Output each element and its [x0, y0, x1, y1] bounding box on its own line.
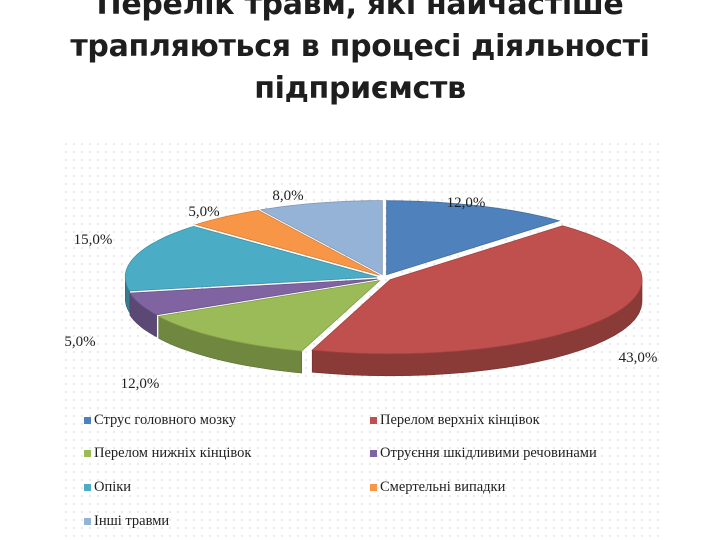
pie-slice-6: [259, 200, 383, 276]
legend-label: Смертельні випадки: [380, 479, 506, 495]
legend-item-lower-limbs: Перелом нижніх кінцівок: [84, 445, 251, 462]
legend-item-poisoning: Отруєння шкідливими речовинами: [370, 445, 597, 462]
legend-swatch: [370, 484, 377, 491]
title-line-2: трапляються в процесі діяльності: [70, 29, 650, 64]
data-label: 5,0%: [64, 334, 95, 350]
legend-label: Опіки: [94, 479, 132, 495]
legend-swatch: [84, 450, 91, 457]
legend-swatch: [84, 518, 91, 525]
data-label: 12,0%: [121, 376, 160, 392]
legend-item-struс: Струс головного мозку: [84, 412, 236, 429]
legend-label: Струс головного мозку: [94, 412, 237, 428]
legend-swatch: [370, 417, 377, 424]
legend-label: Отруєння шкідливими речовинами: [380, 445, 597, 461]
legend-item-fatal: Смертельні випадки: [370, 479, 505, 496]
pie-slice-1: [311, 225, 643, 355]
pie-slice-0: [386, 200, 561, 276]
pie-slice-2: [157, 280, 381, 352]
data-label: 43,0%: [619, 350, 658, 366]
slide-title: Перелік травм, які найчастіше трапляютьс…: [40, 0, 680, 110]
data-label: 8,0%: [272, 188, 303, 204]
legend-item-upper-limbs: Перелом верхніх кінцівок: [370, 412, 540, 429]
pie-slice-4: [124, 225, 378, 292]
title-line-3: підприємств: [254, 71, 466, 106]
chart-legend: Струс головного мозку Перелом верхніх кі…: [84, 400, 684, 540]
legend-label: Перелом нижніх кінцівок: [94, 445, 252, 461]
pie-slice-3: [129, 278, 378, 316]
legend-swatch: [370, 450, 377, 457]
legend-label: Інші травми: [94, 513, 170, 529]
legend-item-other: Інші травми: [84, 513, 169, 530]
data-label: 12,0%: [447, 195, 486, 211]
legend-swatch: [84, 417, 91, 424]
legend-item-burns: Опіки: [84, 479, 131, 496]
legend-swatch: [84, 484, 91, 491]
pie-sides: [125, 277, 643, 377]
title-line-1: Перелік травм, які найчастіше: [96, 0, 624, 22]
pie-slice-5: [194, 209, 380, 276]
data-label: 5,0%: [188, 204, 219, 220]
legend-label: Перелом верхніх кінцівок: [380, 412, 540, 428]
data-label: 15,0%: [74, 232, 113, 248]
